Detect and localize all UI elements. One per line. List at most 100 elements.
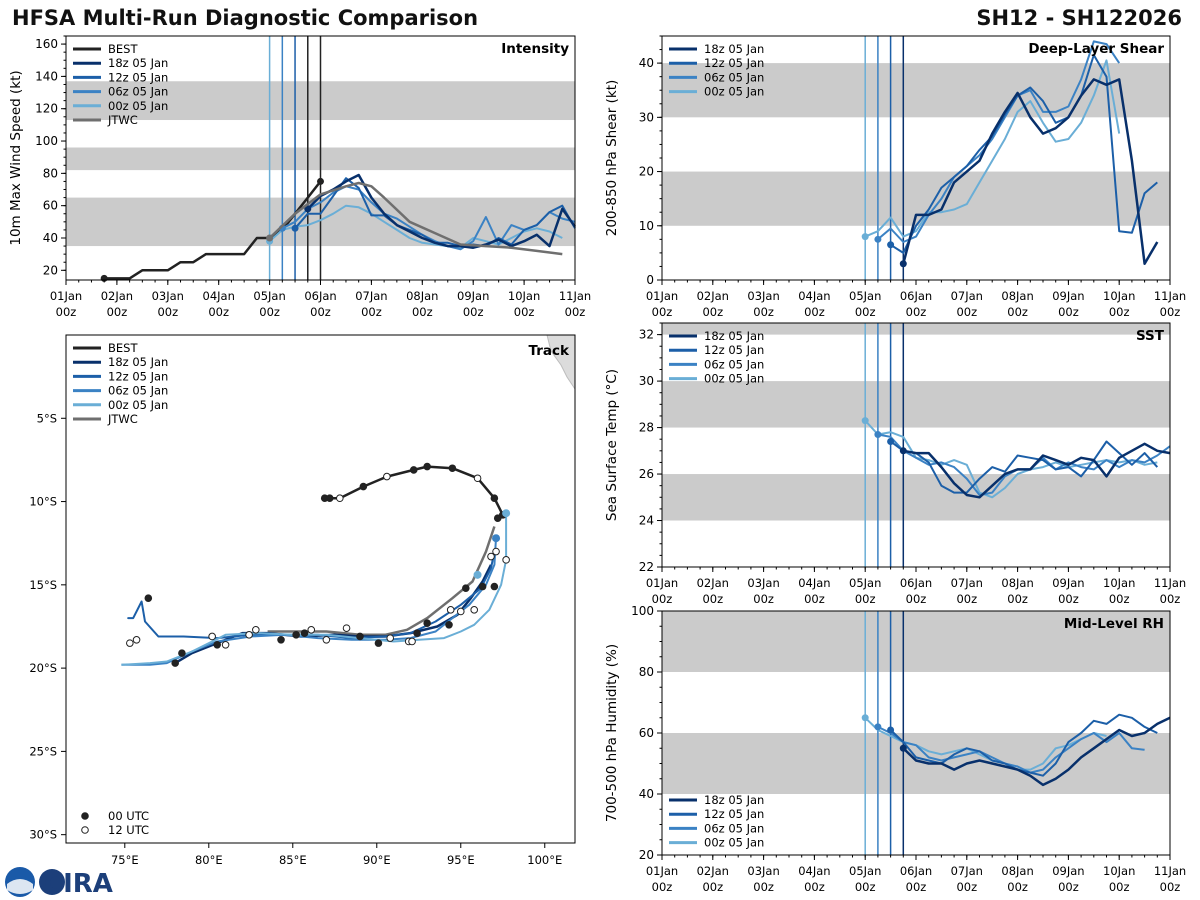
y-tick-label: 60 (639, 726, 654, 740)
legend-label: JTWC (107, 412, 138, 426)
panel-title: SST (1136, 328, 1165, 344)
x-tick-date: 03Jan (747, 864, 779, 878)
track-marker-12utc (473, 474, 482, 483)
sst-panel: 22 24 26 28 30 32 01Jan 00z 02Jan 00z 03Jan 00z 04Ja… (604, 322, 1186, 606)
x-tick-date: 10Jan (1103, 864, 1135, 878)
shaded-band (662, 474, 1170, 521)
y-tick-label: 30 (639, 110, 654, 124)
x-tick-date: 06Jan (900, 576, 932, 590)
track-marker-00utc (423, 462, 431, 471)
x-tick-hour: 00z (412, 305, 433, 319)
series-start-marker (899, 260, 907, 268)
x-tick-hour: 00z (855, 305, 876, 319)
y-tick-label: 40 (639, 56, 654, 70)
series-start-marker (874, 431, 882, 439)
series-start-marker (304, 205, 312, 213)
track-marker-12utc (446, 606, 455, 614)
x-tick-date: 01Jan (646, 289, 678, 303)
legend-label: 06z 05 Jan (108, 85, 168, 99)
x-tick-date: 07Jan (951, 576, 983, 590)
x-tick-hour: 00z (855, 880, 876, 894)
series-start-marker (266, 234, 274, 242)
x-tick-hour: 00z (1109, 305, 1130, 319)
intensity-panel: 20 40 60 80 100 120 140 160 01Jan 00z 02Jan 00z 03Ja… (8, 35, 591, 319)
y-tick-label: 140 (35, 69, 58, 83)
x-tick-date: 06Jan (900, 289, 932, 303)
track-marker-00utc (462, 584, 470, 592)
track-marker-12utc (252, 626, 260, 634)
series-line-18z-05-jan (902, 716, 1171, 787)
y-tick-label: 160 (35, 37, 58, 51)
x-tick-date: 10Jan (508, 289, 540, 303)
legend-label: 06z 05 Jan (704, 357, 764, 371)
x-tick-hour: 00z (107, 305, 128, 319)
cira-logo: CIRA (5, 867, 113, 898)
x-tick-hour: 00z (702, 305, 723, 319)
x-tick-date: 09Jan (457, 289, 489, 303)
page-title: HFSA Multi-Run Diagnostic Comparison (12, 6, 479, 30)
series-start-marker (874, 723, 882, 731)
x-tick-date: 04Jan (798, 289, 830, 303)
series-start-marker (874, 235, 882, 243)
x-tick-date: 11Jan (1154, 289, 1186, 303)
track-line-18z-05-jan (174, 564, 493, 665)
series-start-marker (861, 233, 869, 241)
track-marker-00utc (409, 466, 418, 474)
track-line-jtwc (267, 526, 496, 637)
series-line-06z-05-jan (877, 40, 1121, 243)
series-line-12z-05-jan (890, 440, 1159, 494)
series-start-marker (887, 241, 895, 249)
y-tick-label: 20°S (29, 661, 57, 675)
panel-title: Intensity (501, 41, 569, 57)
legend-label: 00z 05 Jan (704, 372, 764, 386)
x-tick-hour: 00z (1109, 880, 1130, 894)
x-tick-date: 06Jan (900, 864, 932, 878)
x-tick-date: 05Jan (849, 576, 881, 590)
x-tick-hour: 00z (1007, 880, 1028, 894)
track-marker-12utc (322, 636, 331, 644)
series-line-18z-05-jan (903, 442, 1171, 499)
x-tick-hour: 00z (906, 305, 927, 319)
x-tick-date: 09Jan (1052, 864, 1084, 878)
track-marker-00utc (144, 594, 153, 602)
x-tick-hour: 00z (906, 592, 927, 606)
x-tick-date: 04Jan (203, 289, 235, 303)
y-tick-label: 100 (631, 604, 654, 618)
track-marker-00utc (490, 582, 499, 591)
x-tick-hour: 00z (652, 305, 673, 319)
x-tick-hour: 00z (956, 880, 977, 894)
logo-text: CIRA (44, 869, 113, 898)
x-tick-date: 02Jan (101, 289, 133, 303)
x-tick-hour: 00z (361, 305, 382, 319)
x-tick-date: 11Jan (1154, 576, 1186, 590)
x-tick-date: 11Jan (1154, 864, 1186, 878)
legend-label: 12z 05 Jan (704, 343, 764, 357)
y-tick-label: 20 (639, 165, 654, 179)
series-line-12z-05-jan (890, 54, 1158, 254)
series-start-marker (899, 447, 907, 455)
x-tick-label: 100°E (527, 853, 562, 867)
x-tick-hour: 00z (1007, 592, 1028, 606)
track-current-point (473, 570, 482, 579)
x-tick-hour: 00z (804, 592, 825, 606)
shaded-band (662, 323, 1170, 335)
track-marker-12utc (492, 547, 500, 556)
x-tick-date: 02Jan (697, 864, 729, 878)
track-marker-12utc (342, 624, 351, 632)
panel-title: Mid-Level RH (1064, 616, 1164, 632)
track-marker-00utc (300, 629, 309, 637)
track-marker-12utc (383, 472, 391, 481)
x-tick-hour: 00z (1058, 592, 1079, 606)
legend-label: 00z 05 Jan (108, 99, 168, 113)
track-marker-12utc (408, 637, 416, 646)
track-line-00z-05-jan (121, 513, 508, 666)
x-tick-hour: 00z (56, 305, 77, 319)
series-start-marker (899, 744, 907, 752)
track-line-06z-05-jan (121, 538, 497, 666)
x-tick-date: 06Jan (304, 289, 336, 303)
track-marker-00utc (277, 636, 285, 644)
track-marker-00utc (413, 629, 421, 637)
x-tick-date: 07Jan (951, 864, 983, 878)
shaded-band (662, 611, 1170, 672)
